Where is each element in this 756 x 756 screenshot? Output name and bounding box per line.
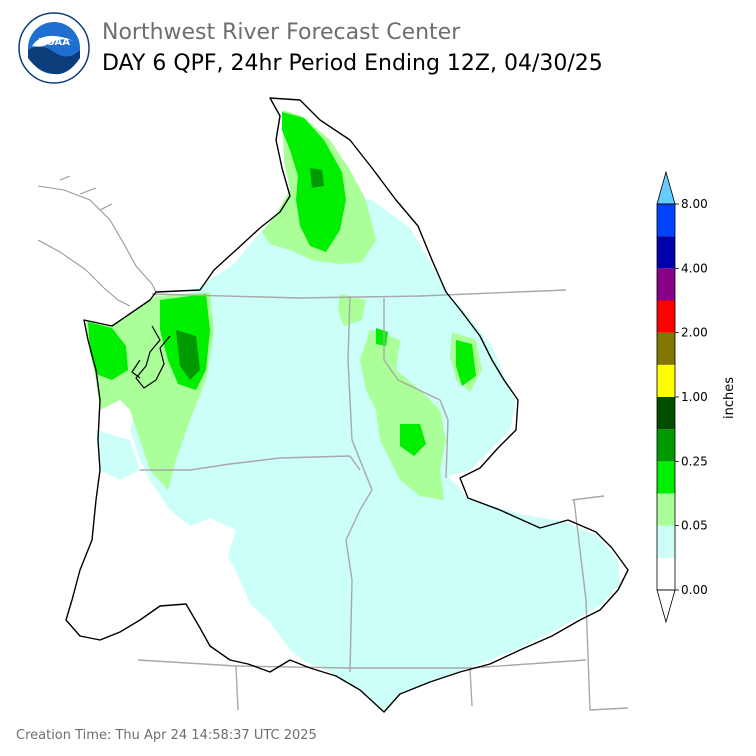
legend-band xyxy=(657,557,675,590)
legend-band xyxy=(657,268,675,301)
legend-tick-label: 0.05 xyxy=(681,519,708,533)
creation-time: Creation Time: Thu Apr 24 14:58:37 UTC 2… xyxy=(16,728,317,743)
legend-tick-label: 0.25 xyxy=(681,454,708,468)
legend-tick-label: 4.00 xyxy=(681,261,708,275)
legend-band xyxy=(657,429,675,462)
qpf-very-heavy xyxy=(176,168,324,380)
legend-band xyxy=(657,204,675,237)
state-boundaries xyxy=(137,289,629,711)
legend-under-arrow xyxy=(656,589,676,624)
legend-over-arrow xyxy=(656,170,676,205)
legend-unit-label: inches xyxy=(722,377,737,419)
logo-center-text: NOAA xyxy=(38,37,70,48)
noaa-logo: NOAA xyxy=(18,12,90,84)
agency-title: Northwest River Forecast Center xyxy=(102,20,461,45)
legend-tick-label: 8.00 xyxy=(681,197,708,211)
qpf-light xyxy=(96,200,620,710)
legend-tick-label: 2.00 xyxy=(681,326,708,340)
product-title: DAY 6 QPF, 24hr Period Ending 12Z, 04/30… xyxy=(102,51,603,76)
legend-band xyxy=(657,332,675,365)
puget-sound-coast xyxy=(131,325,171,389)
legend-band xyxy=(657,461,675,494)
legend-band xyxy=(657,525,675,558)
legend-tick-label: 1.00 xyxy=(681,390,708,404)
legend-tick-label: 0.00 xyxy=(681,583,708,597)
basin-outline xyxy=(65,97,629,713)
legend-band xyxy=(657,300,675,333)
canada-coastline xyxy=(37,175,157,307)
legend-band xyxy=(657,364,675,397)
legend-band xyxy=(657,236,675,269)
legend-band xyxy=(657,493,675,526)
legend-band xyxy=(657,397,675,430)
